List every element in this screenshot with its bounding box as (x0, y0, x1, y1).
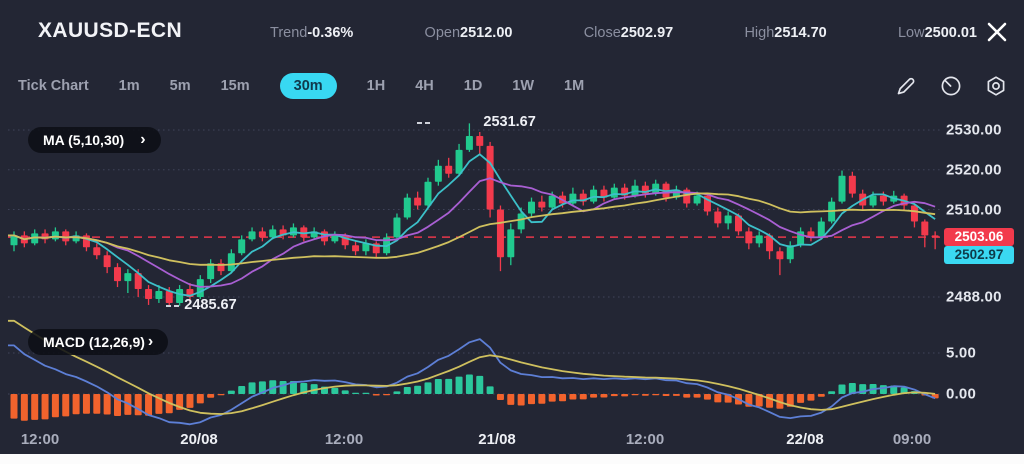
chevron-right-icon: › (147, 333, 154, 350)
ohlc-stats: Trend-0.36% Open2512.00 Close2502.97 High25… (270, 25, 977, 41)
timeframe-1m[interactable]: 1m (118, 78, 140, 94)
ma-indicator-pill[interactable]: MA (5,10,30) › (28, 127, 161, 153)
timeframe-toolbar: Tick Chart 1m 5m 15m 30m 1H 4H 1D 1W 1M (0, 62, 1024, 110)
draw-icon[interactable] (894, 74, 918, 98)
chevron-right-icon: › (140, 131, 146, 148)
stat-label: Low (897, 25, 925, 41)
timeframe-1w[interactable]: 1W (512, 78, 535, 94)
timeframe-4h[interactable]: 4H (415, 78, 434, 94)
settings-icon[interactable] (984, 74, 1008, 98)
stat-high: High2514.70 (744, 25, 826, 41)
timer-icon[interactable] (939, 74, 963, 98)
close-button[interactable] (980, 16, 1014, 50)
timeframe-1m[interactable]: 1M (564, 78, 585, 94)
header: XAUUSD-ECN Trend-0.36% Open2512.00 Close25… (0, 0, 1024, 62)
stat-low: Low2500.01 (898, 25, 977, 41)
stat-value: 2514.70 (774, 25, 827, 41)
timeframe-1h[interactable]: 1H (366, 78, 386, 94)
symbol-title: XAUUSD-ECN (38, 19, 183, 42)
timeframe-5m[interactable]: 5m (169, 78, 191, 94)
stat-trend: Trend-0.36% (270, 25, 353, 41)
stat-label: High (744, 25, 775, 41)
ma-indicator-label: MA (5,10,30) (43, 132, 125, 148)
macd-indicator-label: MACD (12,26,9) (43, 334, 145, 350)
stat-label: Trend (270, 25, 308, 41)
close-icon (987, 22, 1007, 41)
stat-label: Open (424, 25, 461, 41)
stat-value: 2502.97 (620, 25, 674, 41)
timeframe-30m[interactable]: 30m (279, 73, 337, 99)
timeframe-1d[interactable]: 1D (463, 78, 483, 94)
stat-close: Close2502.97 (584, 25, 674, 41)
stat-value: -0.36% (307, 25, 354, 41)
macd-indicator-pill[interactable]: MACD (12,26,9) › (28, 329, 169, 355)
stat-open: Open2512.00 (425, 25, 513, 41)
timeframe-15m[interactable]: 15m (220, 78, 250, 94)
stat-value: 2512.00 (460, 25, 513, 41)
bottom-strip (0, 454, 1024, 464)
chart-tools (894, 74, 1008, 98)
stat-value: 2500.01 (924, 25, 977, 41)
stat-label: Close (583, 25, 621, 41)
timeframe-tick-chart[interactable]: Tick Chart (18, 78, 89, 94)
